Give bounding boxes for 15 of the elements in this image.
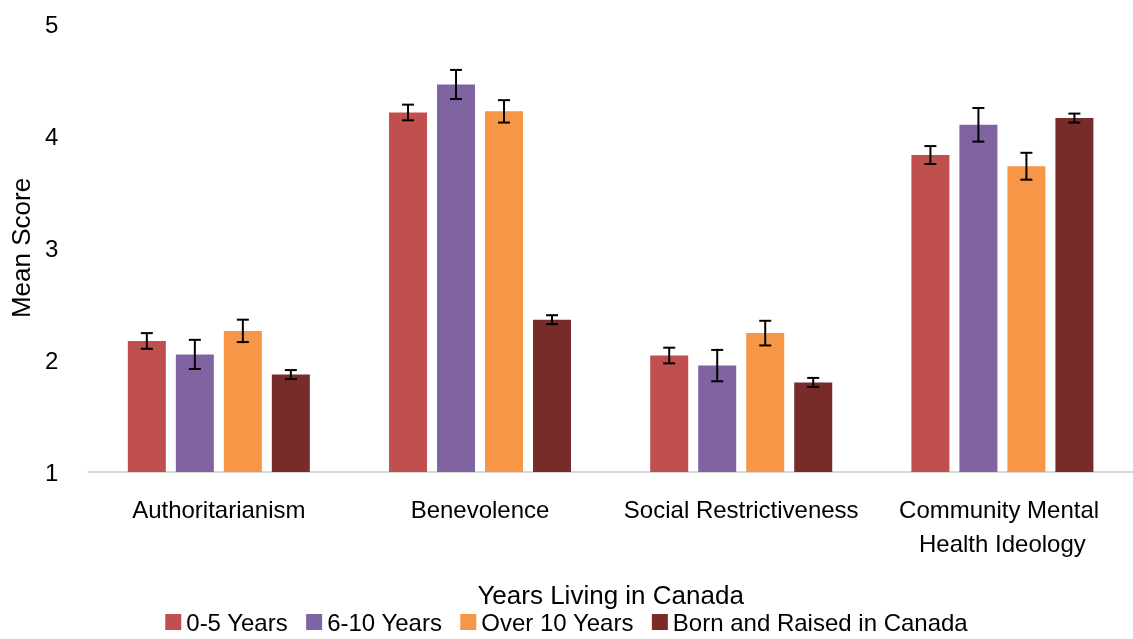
- x-tick-label: Benevolence: [410, 495, 550, 523]
- x-tick-label: Authoritarianism: [132, 495, 306, 523]
- y-tick-label: 4: [44, 122, 59, 150]
- legend-label: 6-10 Years: [327, 608, 442, 636]
- y-tick-label: 5: [44, 10, 59, 38]
- x-axis-title: Years Living in Canada: [477, 580, 745, 610]
- y-axis-title: Mean Score: [6, 177, 36, 319]
- legend-label: 0-5 Years: [186, 608, 288, 636]
- legend-label: Born and Raised in Canada: [672, 608, 969, 636]
- x-tick-label: Social Restrictiveness: [623, 495, 859, 523]
- x-tick-label: Community Mental Health Ideology: [899, 495, 1106, 557]
- y-tick-label: 2: [44, 346, 59, 374]
- legend-label: Over 10 Years: [481, 608, 634, 636]
- y-tick-label: 1: [44, 458, 59, 486]
- y-tick-label: 3: [44, 234, 59, 262]
